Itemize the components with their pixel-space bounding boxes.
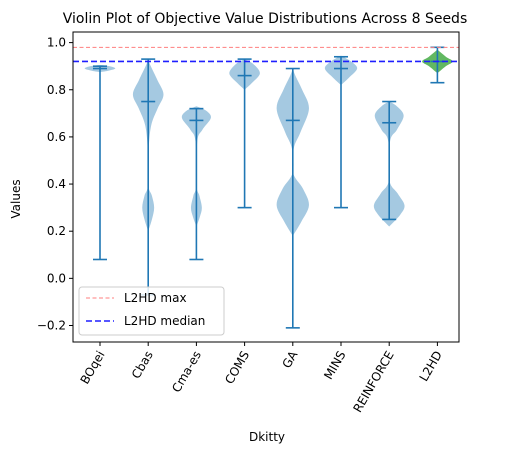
violin-cma-es [181,106,211,261]
x-tick-label: L2HD [417,349,445,384]
x-tick-label: Cma-es [169,349,204,395]
x-tick-label: COMS [222,349,252,387]
legend-label: L2HD max [124,291,187,305]
x-tick-label: BOqei [78,349,108,387]
plot-area [73,46,459,329]
violin-cbas [132,58,164,296]
x-tick-label: MINS [321,349,348,382]
legend-label: L2HD median [124,314,205,328]
x-axis-label: Dkitty [249,430,285,444]
legend-box [78,286,225,336]
y-tick-label: 0.2 [47,224,66,238]
y-tick-label: 0.4 [47,177,66,191]
violin-reinforce [373,100,405,227]
y-axis-label: Values [9,179,23,218]
violin-l2hd [422,46,453,84]
x-tick-label: REINFORCE [350,349,396,415]
y-tick-label: 0.8 [47,83,66,97]
y-tick-label: −0.2 [37,318,66,332]
violin-boqei [84,65,116,261]
violin-mins [324,55,358,209]
legend: L2HD max L2HD median [78,286,225,336]
y-tick-label: 0.0 [47,271,66,285]
y-tick-label: 1.0 [47,36,66,50]
chart-title: Violin Plot of Objective Value Distribut… [63,11,468,27]
x-tick-label: GA [280,348,301,371]
y-tick-label: 0.6 [47,130,66,144]
violin-ga [276,67,309,329]
plot-frame [72,31,460,343]
violin-coms [229,58,260,209]
x-tick-label: Cbas [129,349,156,382]
